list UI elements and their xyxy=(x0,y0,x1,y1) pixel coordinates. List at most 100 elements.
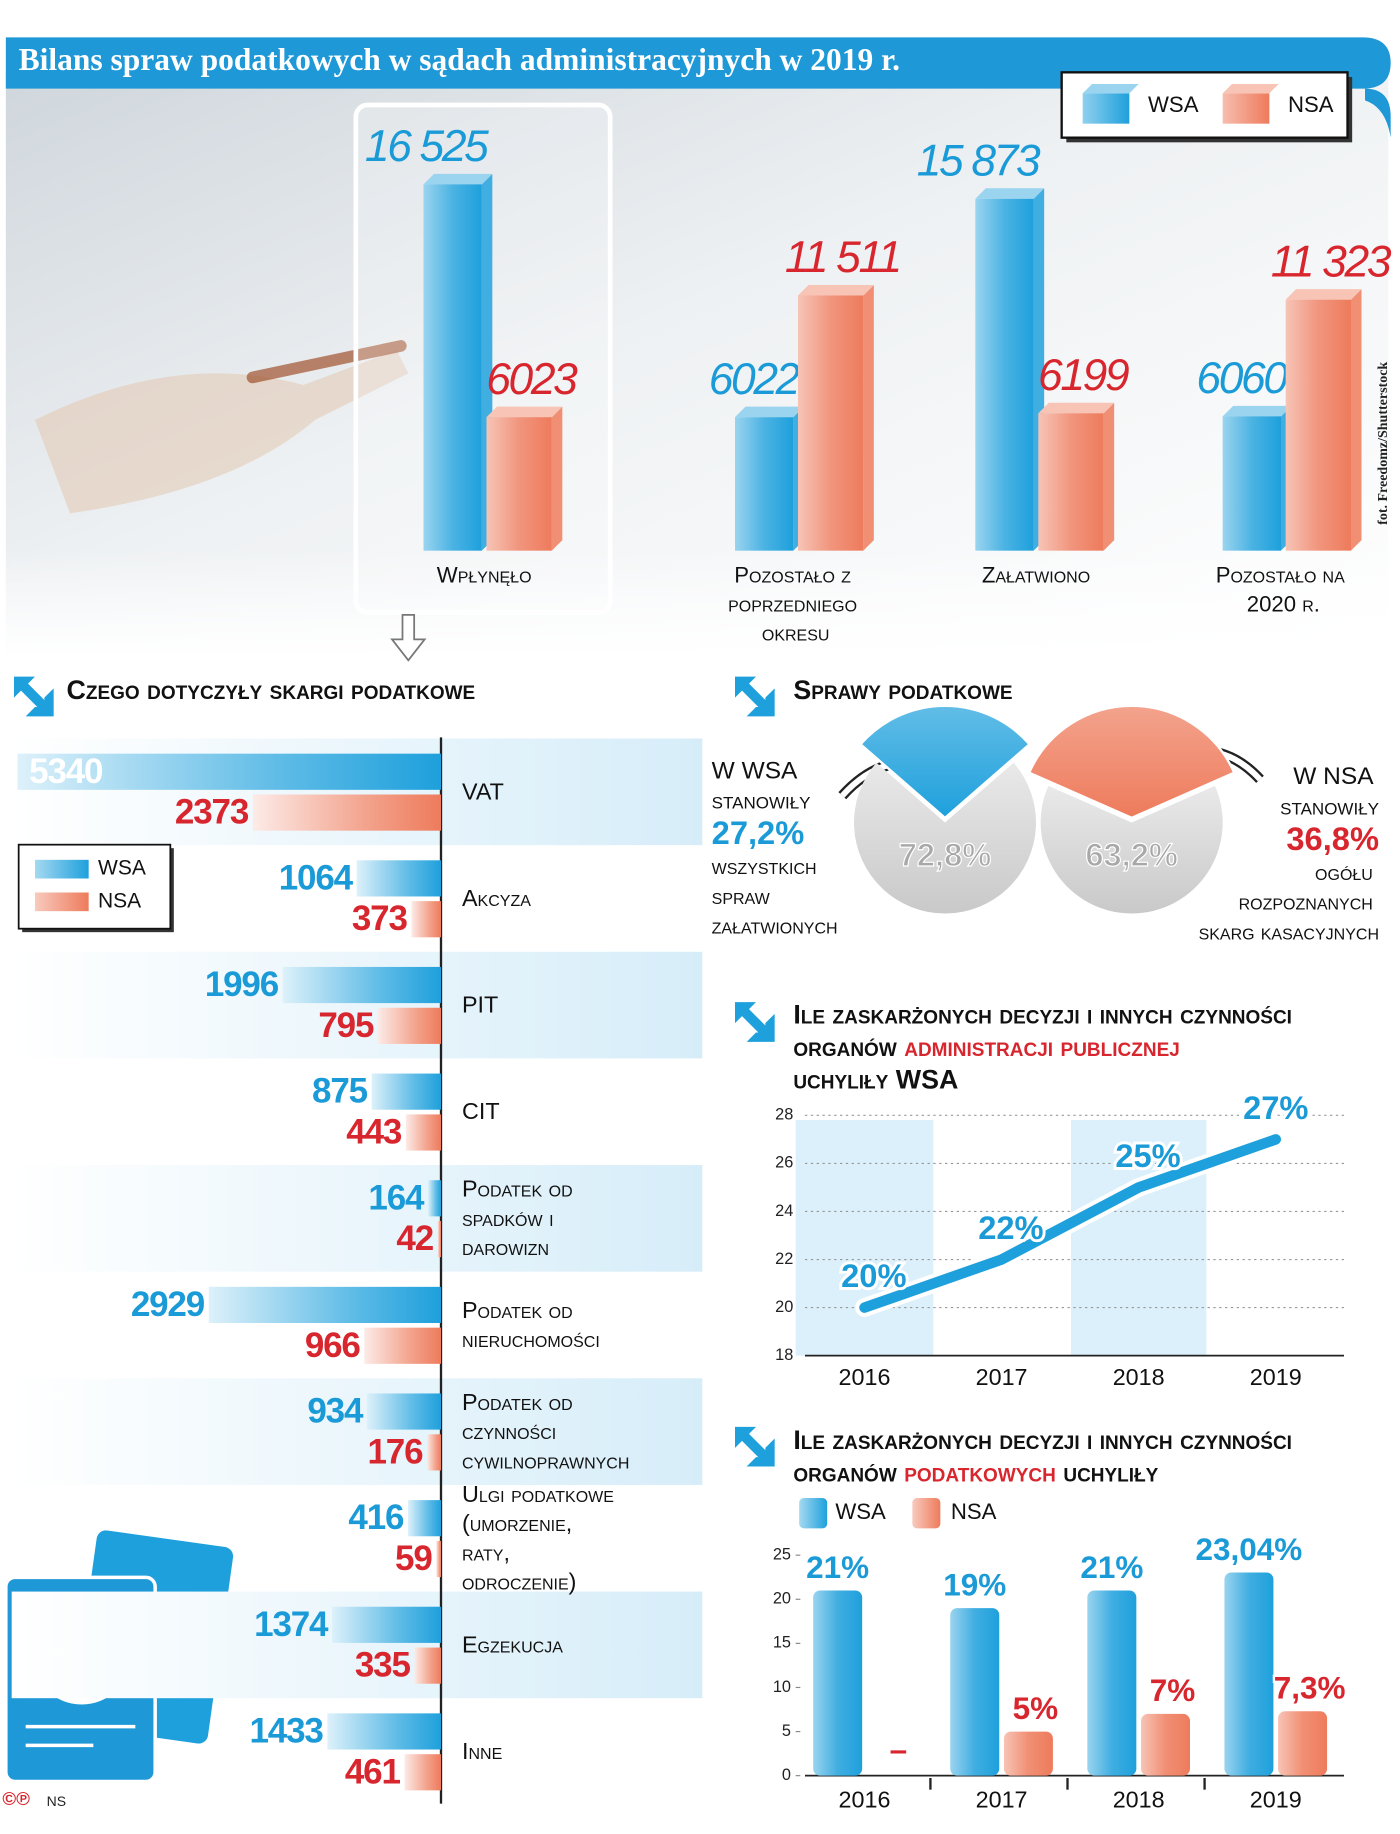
text-line: Podatek od xyxy=(462,1389,579,1415)
text-line: Podatek od xyxy=(462,1297,579,1323)
bar xyxy=(414,1647,441,1684)
legend-swatch xyxy=(1082,93,1130,124)
photo-pen xyxy=(246,340,407,384)
bar xyxy=(1222,416,1281,551)
text-line: Załatwiono xyxy=(982,562,1090,587)
text-line: W NSA xyxy=(1293,764,1379,791)
value-label: – xyxy=(890,1732,908,1768)
value-label: 7% xyxy=(1150,1672,1196,1708)
value-label: 934 xyxy=(307,1392,364,1431)
value-label: 7,3% xyxy=(1274,1670,1346,1706)
legend-label: WSA xyxy=(98,857,146,880)
value-label: 15 873 xyxy=(917,136,1041,185)
x-tick-label: 2017 xyxy=(976,1364,1028,1390)
value-label: 21% xyxy=(1080,1549,1143,1585)
category-label: CIT xyxy=(462,1098,500,1124)
legend-label: NSA xyxy=(1288,92,1334,117)
chart-title: uchyliły WSA xyxy=(793,1065,958,1095)
bar xyxy=(1285,299,1351,551)
bar-top xyxy=(1038,402,1115,414)
text-line: spraw xyxy=(712,884,776,909)
legend-swatch xyxy=(912,1498,941,1529)
bar xyxy=(364,1327,441,1364)
legend-label: WSA xyxy=(1148,92,1199,117)
bar xyxy=(437,1221,441,1258)
bar xyxy=(486,417,552,551)
text-line: Wpłynęło xyxy=(437,562,532,587)
text-line: wszystkich xyxy=(712,854,823,879)
bar-side xyxy=(1351,289,1362,551)
section-icon xyxy=(730,672,777,719)
value-label: 5340 xyxy=(29,752,103,791)
slice-label: 63,2% xyxy=(1085,836,1178,873)
category-label: Egzekucja xyxy=(462,1632,563,1658)
value-label: 5% xyxy=(1013,1690,1059,1726)
chart-title: Ile zaskarżonych decyzji i innych czynno… xyxy=(793,999,1292,1029)
bar-top xyxy=(798,284,874,296)
bar-top xyxy=(1222,405,1292,417)
value-label: 373 xyxy=(352,899,408,938)
author: NS xyxy=(47,1793,66,1809)
text-line: ogółu xyxy=(1315,860,1379,885)
legend-swatch xyxy=(1222,93,1270,124)
bar-top xyxy=(486,406,563,418)
y-tick-label: 26 xyxy=(775,1154,793,1172)
y-tick-label: 22 xyxy=(775,1250,793,1268)
pie-lead: W NSA stanowiły xyxy=(1280,764,1379,821)
pie-lead: W WSA stanowiły xyxy=(712,758,811,815)
category-label: Ulgi podatkowe (umorzenie, raty, odrocze… xyxy=(462,1481,620,1595)
y-tick-label: 0 xyxy=(782,1766,791,1784)
legend-swatch xyxy=(35,859,89,879)
bar-side xyxy=(863,284,874,551)
bar xyxy=(377,1007,441,1044)
pie-slice xyxy=(853,762,1036,914)
line xyxy=(859,1134,1281,1313)
bar xyxy=(282,966,441,1004)
bar xyxy=(1087,1590,1137,1776)
text-line: poprzedniego xyxy=(728,591,863,616)
photo-fade xyxy=(5,548,1389,656)
bar xyxy=(1003,1731,1053,1776)
text-line: raty, xyxy=(462,1540,516,1566)
chart-title: organów podatkowych uchyliły xyxy=(793,1458,1158,1488)
title-part: uchyliły xyxy=(1063,1458,1158,1488)
bar xyxy=(798,295,864,551)
bar xyxy=(17,753,441,790)
legend-label: NSA xyxy=(951,1499,997,1524)
category-label: Podatek od czynności cywilnoprawnych xyxy=(462,1389,629,1473)
photo-credit: fot. Freedomz/Shutterstock xyxy=(1376,362,1391,525)
text-line: 2020 r. xyxy=(1247,591,1320,616)
bar-top xyxy=(423,173,493,185)
text-line: okresu xyxy=(762,621,830,646)
value-label: 461 xyxy=(345,1752,401,1791)
pie-value: 27,2% xyxy=(712,814,805,851)
category-label: Inne xyxy=(462,1738,502,1764)
bar xyxy=(427,1434,441,1471)
bar xyxy=(1278,1711,1328,1776)
value-label: 795 xyxy=(318,1006,374,1045)
value-label: 21% xyxy=(806,1549,869,1585)
pie-slice xyxy=(1040,785,1223,914)
pie-value: 36,8% xyxy=(1286,820,1379,857)
text-line: Pozostało z xyxy=(734,562,857,587)
title-highlight: podatkowych xyxy=(904,1458,1056,1488)
bar xyxy=(950,1608,1000,1776)
value-label: 20% xyxy=(841,1257,906,1294)
slice-label: 72,8% xyxy=(899,836,992,873)
copyright: ©℗ xyxy=(2,1788,30,1809)
pie-tail: wszystkich spraw załatwionych xyxy=(712,854,838,939)
section-title: Czego dotyczyły skargi podatkowe xyxy=(67,675,476,705)
section-title: Sprawy podatkowe xyxy=(793,675,1012,705)
category-label: Podatek od spadków i darowizn xyxy=(462,1176,579,1260)
legend-swatch-top xyxy=(1222,84,1279,94)
y-tick-label: 18 xyxy=(775,1346,793,1364)
y-tick-label: 24 xyxy=(775,1202,793,1220)
text-line: (umorzenie, xyxy=(462,1510,579,1536)
category-label: Wpłynęło xyxy=(437,562,532,587)
bar xyxy=(404,1754,441,1791)
value-label: 416 xyxy=(348,1498,404,1537)
title-highlight: administracji publicznej xyxy=(904,1032,1180,1062)
text-line: załatwionych xyxy=(712,913,838,938)
category-label: Akcyza xyxy=(462,885,531,911)
bar xyxy=(975,198,1034,551)
